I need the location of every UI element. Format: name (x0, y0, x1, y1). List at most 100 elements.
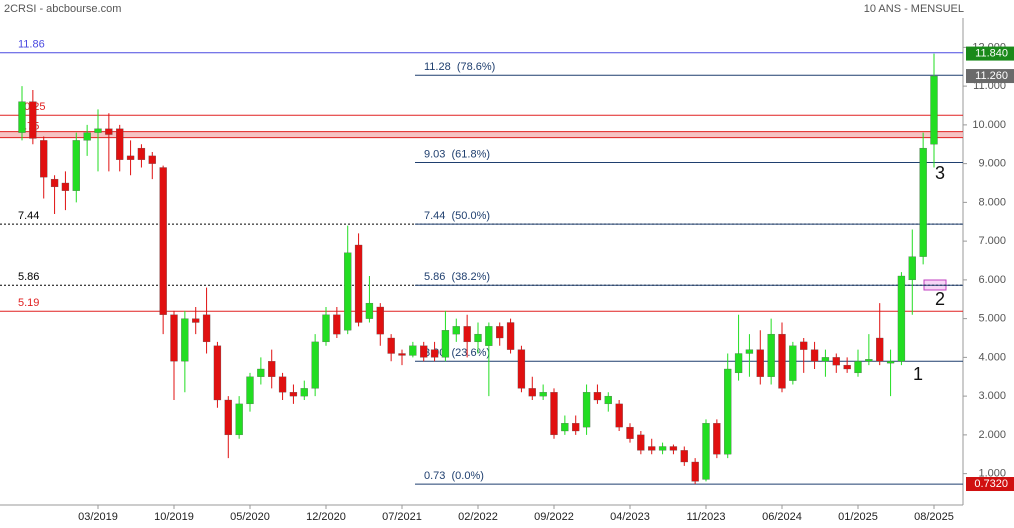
candle-body (691, 461, 699, 482)
candle-body (18, 101, 26, 133)
price-tag (966, 46, 1014, 61)
candle-body (506, 322, 515, 350)
x-tick-label: 10/2019 (154, 511, 194, 523)
candle-body (430, 349, 439, 358)
candle-body (170, 314, 178, 362)
candle-body (582, 392, 591, 428)
candle-body (517, 349, 526, 389)
candle-body (843, 364, 851, 370)
x-tick-label: 06/2024 (762, 511, 802, 523)
candle-body (886, 361, 895, 364)
candle-body (702, 423, 710, 480)
candle-body (550, 392, 558, 436)
annotation: 2 (935, 289, 945, 309)
candle-body (810, 349, 819, 362)
y-tick-label: 10.000 (972, 119, 1006, 131)
candle-body (224, 399, 232, 436)
candle-body (593, 392, 602, 401)
candle-body (257, 368, 265, 377)
x-tick-label: 07/2021 (382, 511, 422, 523)
candle-body (463, 326, 471, 343)
candle-body (626, 426, 634, 439)
level-label: 11.86 (18, 39, 45, 51)
x-tick-label: 04/2023 (610, 511, 650, 523)
period: 10 ANS - MENSUEL (864, 3, 964, 15)
candle-body (72, 140, 80, 191)
price-tag-label: 11.840 (975, 47, 1008, 59)
candle-body (908, 256, 916, 281)
candle-body (333, 314, 341, 335)
annotation: 3 (935, 163, 945, 183)
x-tick-label: 03/2019 (78, 511, 118, 523)
candle-body (376, 306, 384, 335)
candle-body (648, 446, 656, 451)
candle-body (213, 345, 222, 401)
level-label: 7.44 (18, 210, 39, 222)
candle-body (61, 182, 70, 191)
candle-body (192, 318, 200, 323)
price-tag-label: 11.260 (975, 70, 1008, 82)
price-tag-label: 0.7320 (974, 478, 1008, 490)
y-tick-label: 2.000 (978, 429, 1006, 441)
candle-body (474, 333, 482, 343)
candle-body (202, 314, 211, 343)
x-tick-label: 12/2020 (306, 511, 346, 523)
candle-body (789, 345, 797, 381)
annotation: 1 (913, 364, 923, 384)
x-tick-label: 08/2025 (914, 511, 954, 523)
y-tick-label: 4.000 (978, 351, 1006, 363)
candle-body (658, 446, 667, 451)
level-label: 11.28 (78.6%) (424, 61, 495, 73)
candle-body (235, 403, 243, 436)
candle-body (897, 275, 906, 362)
candle-body (528, 388, 536, 397)
candle-body (354, 244, 363, 323)
x-tick-label: 09/2022 (534, 511, 574, 523)
y-tick-label: 3.000 (978, 390, 1006, 402)
candle-body (40, 140, 48, 178)
candle-body (876, 337, 884, 362)
level-label: 7.44 (50.0%) (424, 210, 490, 222)
candle-body (137, 147, 146, 160)
candle-body (572, 423, 580, 432)
y-tick-label: 8.000 (978, 196, 1006, 208)
y-tick-label: 1.000 (978, 468, 1006, 480)
x-tick-label: 11/2023 (687, 511, 726, 523)
candle-body (181, 318, 189, 362)
candle-body (116, 128, 124, 160)
candle-body (724, 368, 732, 455)
candle-body (289, 392, 298, 397)
candle-body (311, 341, 319, 389)
candle-body (767, 333, 775, 377)
candle-body (745, 349, 754, 354)
candle-body (778, 333, 786, 389)
candle-body (409, 345, 417, 356)
candle-body (734, 353, 743, 374)
level-label: 9.03 (61.8%) (424, 148, 490, 160)
candle-body (398, 353, 406, 356)
level-label: 0.73 (0.0%) (424, 470, 484, 482)
candle-body (452, 326, 460, 335)
candle-body (865, 359, 873, 362)
candle-body (29, 101, 37, 139)
candle-body (561, 423, 569, 432)
candle-body (105, 128, 113, 135)
candle-body (637, 434, 645, 451)
candle-body (300, 388, 308, 397)
candle-body (800, 341, 808, 350)
candle-body (485, 326, 493, 346)
candle-body (669, 446, 678, 451)
candle-body (604, 395, 612, 405)
candle-body (246, 376, 254, 405)
candle-body (365, 302, 374, 319)
candle-body (441, 330, 450, 358)
level-label: 5.19 (18, 297, 39, 309)
candle-body (50, 178, 59, 188)
candle-body (344, 252, 352, 331)
level-label: 5.86 (18, 271, 39, 283)
candle-body (615, 403, 623, 428)
candle-body (756, 349, 764, 377)
price-tag (966, 477, 1014, 492)
candle-body (159, 167, 167, 315)
